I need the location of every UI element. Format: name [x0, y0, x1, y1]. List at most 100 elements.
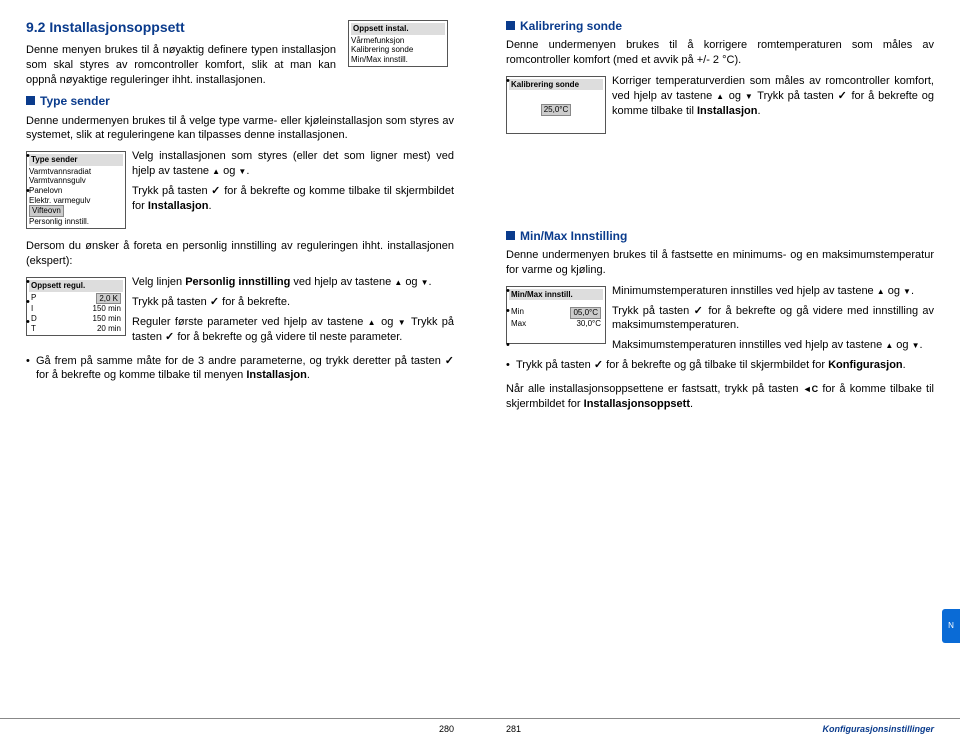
bold-text: Installasjon — [148, 200, 209, 212]
arrow-down-icon — [903, 285, 911, 297]
check-icon — [594, 359, 603, 371]
square-bullet-icon — [26, 96, 35, 105]
kalibrering-block: Kalibrering sonde 25,0°C Korriger temper… — [506, 74, 934, 138]
type-sender-heading: Type sender — [26, 93, 454, 109]
list-item: Velg linjen Personlig innstilling ved hj… — [26, 275, 454, 290]
list-item: Maksimumstemperaturen innstilles ved hje… — [506, 338, 934, 353]
expert-block: Oppsett regul. P2,0 K I150 min D150 min … — [26, 275, 454, 349]
text: for å bekrefte og gå videre til neste pa… — [177, 331, 402, 343]
text: Når alle installasjonsoppsettene er fast… — [506, 383, 798, 395]
text: og — [896, 339, 908, 351]
arrow-down-icon — [398, 316, 407, 328]
text: Trykk på tasten — [757, 90, 833, 102]
minmax-para: Denne undermenyen brukes til å fastsette… — [506, 248, 934, 278]
heading-text: Min/Max Innstilling — [520, 229, 627, 243]
minmax-heading: Min/Max Innstilling — [506, 228, 934, 244]
footer-section-label: Konfigurasjonsinstillinger — [822, 723, 934, 735]
arrow-up-icon — [877, 285, 885, 297]
text: Minimumstemperaturen innstilles ved hjel… — [612, 285, 874, 297]
bold-text: Installasjonsoppsett — [584, 398, 690, 410]
page-right: Kalibrering sonde Denne undermenyen bruk… — [480, 0, 960, 743]
list-item: Trykk på tasten for å bekrefte og gå til… — [506, 358, 934, 373]
check-icon — [210, 296, 219, 308]
text: Trykk på tasten — [132, 185, 208, 197]
spacer — [506, 138, 934, 228]
list-item: Korriger temperaturverdien som måles av … — [506, 74, 934, 119]
arrow-up-icon — [212, 165, 220, 177]
arrow-up-icon — [716, 90, 725, 102]
page-left: 9.2 Installasjonsoppsett Denne menyen br… — [0, 0, 480, 743]
text: og — [888, 285, 900, 297]
screenshot-oppsett-install: Oppsett instal. Vårmefunksjon Kalibrerin… — [348, 20, 448, 67]
check-icon — [165, 331, 174, 343]
heading-text: Kalibrering sonde — [520, 19, 622, 33]
list-item: Velg installasjonen som styres (eller de… — [26, 149, 454, 179]
arrow-down-icon — [912, 339, 920, 351]
list-item: Trykk på tasten for å bekrefte og gå vid… — [506, 304, 934, 334]
footer-left: 280 — [0, 718, 480, 735]
minmax-bullets: Minimumstemperaturen innstilles ved hjel… — [506, 284, 934, 373]
arrow-down-icon — [421, 276, 429, 288]
type-sender-block: Type sender Varmtvannsradiat Varmtvannsg… — [26, 149, 454, 233]
bold-text: Konfigurasjon — [828, 359, 903, 371]
shot-line: Vårmefunksjon — [351, 36, 445, 46]
arrow-down-icon — [238, 165, 246, 177]
end-bullets: Gå frem på samme måte for de 3 andre par… — [26, 354, 454, 384]
list-item: Trykk på tasten for å bekrefte og komme … — [26, 184, 454, 214]
top-two-col: 9.2 Installasjonsoppsett Denne menyen br… — [26, 18, 454, 93]
arrow-up-icon — [394, 276, 402, 288]
text: Gå frem på samme måte for de 3 andre par… — [36, 355, 441, 367]
minmax-block: Min/Max innstill. Min05,0°C Max30,0°C Mi… — [506, 284, 934, 378]
check-icon — [694, 305, 704, 317]
final-para: Når alle installasjonsoppsettene er fast… — [506, 382, 934, 412]
section-number: 9.2 Installasjonsoppsett — [26, 18, 336, 37]
text: og — [381, 316, 393, 328]
text: og — [223, 165, 235, 177]
list-item: Reguler første parameter ved hjelp av ta… — [26, 315, 454, 345]
list-item: Gå frem på samme måte for de 3 andre par… — [26, 354, 454, 384]
list-item: Trykk på tasten for å bekrefte. — [26, 295, 454, 310]
shot-line: Personlig innstill. — [29, 217, 123, 227]
top-right-screenshot: Oppsett instal. Vårmefunksjon Kalibrerin… — [348, 18, 454, 93]
shot-line: Kalibrering sonde — [351, 45, 445, 55]
square-bullet-icon — [506, 21, 515, 30]
kalibrering-heading: Kalibrering sonde — [506, 18, 934, 34]
check-icon — [838, 90, 848, 102]
shot-line: Min/Max innstill. — [351, 55, 445, 65]
text: Reguler første parameter ved hjelp av ta… — [132, 316, 363, 328]
heading-text: Type sender — [40, 94, 110, 108]
text: for å bekrefte og komme tilbake til meny… — [36, 369, 243, 381]
arrow-down-icon — [745, 90, 754, 102]
shot-title: Oppsett instal. — [351, 23, 445, 35]
text: for å bekrefte. — [222, 296, 290, 308]
list-item: Minimumstemperaturen innstilles ved hjel… — [506, 284, 934, 299]
expert-para: Dersom du ønsker å foreta en personlig i… — [26, 239, 454, 269]
text: Trykk på tasten — [132, 296, 207, 308]
document-spread: 9.2 Installasjonsoppsett Denne menyen br… — [0, 0, 960, 743]
top-left-col: 9.2 Installasjonsoppsett Denne menyen br… — [26, 18, 336, 93]
check-icon — [445, 355, 454, 367]
text: Trykk på tasten — [516, 359, 591, 371]
bold-text: Installasjon — [246, 369, 307, 381]
arrow-up-icon — [368, 316, 377, 328]
bold-text: Installasjon — [697, 105, 758, 117]
page-number: 280 — [439, 723, 454, 735]
kalibrering-para: Denne undermenyen brukes til å korrigere… — [506, 38, 934, 68]
footer-right: 281 Konfigurasjonsinstillinger — [480, 718, 960, 735]
text: og — [405, 276, 417, 288]
side-tab: N — [942, 609, 960, 643]
check-icon — [211, 185, 221, 197]
back-icon — [803, 383, 818, 395]
square-bullet-icon — [506, 231, 515, 240]
intro-paragraph: Denne menyen brukes til å nøyaktig defin… — [26, 43, 336, 88]
type-sender-para: Denne undermenyen brukes til å velge typ… — [26, 114, 454, 144]
text: Maksimumstemperaturen innstilles ved hje… — [612, 339, 882, 351]
page-number: 281 — [506, 723, 521, 735]
arrow-up-icon — [885, 339, 893, 351]
kalibrering-bullets: Korriger temperaturverdien som måles av … — [506, 74, 934, 119]
bold-text: Personlig innstilling — [185, 276, 290, 288]
text: ved hjelp av tastene — [293, 276, 391, 288]
text: og — [729, 90, 741, 102]
text: Velg installasjonen som styres (eller de… — [132, 150, 454, 177]
text: for å bekrefte og gå tilbake til skjermb… — [606, 359, 825, 371]
